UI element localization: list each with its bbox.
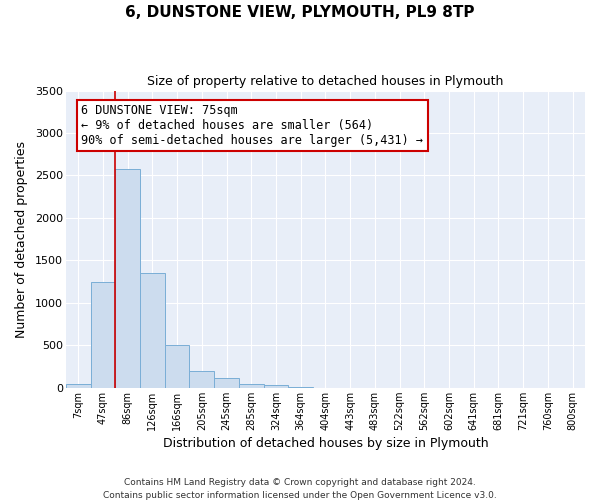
Y-axis label: Number of detached properties: Number of detached properties	[15, 140, 28, 338]
Bar	[165, 346, 190, 388]
X-axis label: Distribution of detached houses by size in Plymouth: Distribution of detached houses by size …	[163, 437, 488, 450]
Bar	[115, 168, 140, 388]
Bar	[214, 378, 239, 388]
Bar	[190, 371, 214, 388]
Text: 6 DUNSTONE VIEW: 75sqm
← 9% of detached houses are smaller (564)
90% of semi-det: 6 DUNSTONE VIEW: 75sqm ← 9% of detached …	[82, 104, 424, 147]
Bar	[66, 384, 91, 388]
Bar	[140, 273, 165, 388]
Title: Size of property relative to detached houses in Plymouth: Size of property relative to detached ho…	[147, 75, 503, 88]
Text: Contains HM Land Registry data © Crown copyright and database right 2024.
Contai: Contains HM Land Registry data © Crown c…	[103, 478, 497, 500]
Bar	[263, 385, 289, 388]
Bar	[239, 384, 263, 388]
Bar	[91, 282, 115, 388]
Text: 6, DUNSTONE VIEW, PLYMOUTH, PL9 8TP: 6, DUNSTONE VIEW, PLYMOUTH, PL9 8TP	[125, 5, 475, 20]
